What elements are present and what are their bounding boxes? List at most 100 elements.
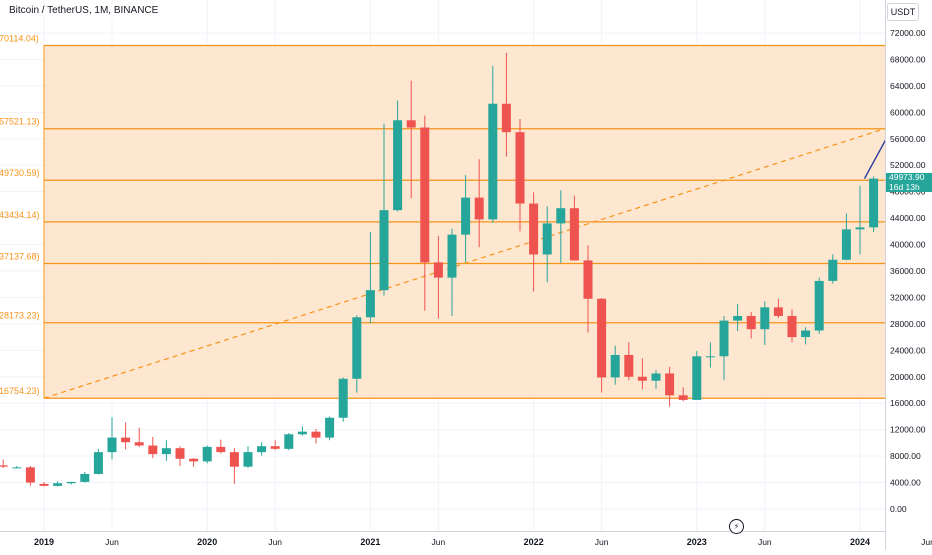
candle-body — [393, 120, 402, 210]
level-label: 70114.04) — [0, 33, 39, 43]
price-tick-label: 24000.00 — [890, 345, 926, 355]
candle-body — [488, 104, 497, 220]
candle-body — [216, 447, 225, 452]
price-tick-label: 4000.00 — [890, 478, 921, 488]
candle-body — [706, 356, 715, 357]
candle-body — [869, 179, 878, 228]
price-tick-label: 44000.00 — [890, 213, 926, 223]
candle-body — [121, 438, 130, 443]
price-tick-label: 28000.00 — [890, 319, 926, 329]
price-tick-label: 40000.00 — [890, 240, 926, 250]
candle-body — [733, 316, 742, 321]
time-tick-label: Jun — [921, 537, 932, 547]
candle-body — [815, 281, 824, 331]
candle-body — [26, 467, 35, 482]
candle-body — [325, 418, 334, 438]
candle-body — [556, 208, 565, 223]
candle-body — [584, 260, 593, 298]
candle-body — [774, 307, 783, 316]
time-tick-label: 2020 — [197, 537, 217, 547]
time-tick-label: Jun — [105, 537, 119, 547]
time-tick-label: Jun — [432, 537, 446, 547]
candle-body — [760, 307, 769, 329]
candle-body — [67, 482, 76, 483]
candle-body — [475, 198, 484, 220]
lightning-icon[interactable]: ⚡ — [729, 519, 744, 534]
last-price-tag: 49973.90 16d 13h — [886, 173, 932, 192]
candle-body — [339, 379, 348, 418]
candle-body — [801, 331, 810, 338]
price-tick-label: 68000.00 — [890, 54, 926, 64]
level-label: 43434.14) — [0, 210, 40, 220]
time-tick-label: 2021 — [360, 537, 380, 547]
candle-body — [665, 373, 674, 395]
candle-body — [176, 448, 185, 459]
time-tick-label: Jun — [595, 537, 609, 547]
bar-countdown: 16d 13h — [889, 183, 932, 193]
candle-body — [271, 446, 280, 449]
candle-body — [597, 299, 606, 378]
time-tick-label: 2019 — [34, 537, 54, 547]
candle-body — [692, 356, 701, 400]
time-tick-label: 2023 — [687, 537, 707, 547]
candle-body — [162, 448, 171, 454]
level-label: 16754.23) — [0, 386, 40, 396]
price-axis[interactable]: 72000.0068000.0064000.0060000.0056000.00… — [886, 0, 932, 550]
candle-body — [94, 452, 103, 474]
level-label: 49730.59) — [0, 168, 40, 178]
candle-body — [12, 467, 21, 468]
candle-body — [461, 198, 470, 235]
candle-body — [108, 438, 117, 453]
candle-body — [624, 355, 633, 377]
candle-body — [856, 227, 865, 229]
candle-body — [189, 459, 198, 462]
currency-button[interactable]: USDT — [887, 3, 919, 21]
candle-body — [842, 229, 851, 259]
candle-body — [638, 377, 647, 381]
candle-body — [529, 204, 538, 255]
candle-body — [80, 474, 89, 482]
price-tick-label: 64000.00 — [890, 81, 926, 91]
candle-body — [257, 446, 266, 452]
price-tick-label: 32000.00 — [890, 292, 926, 302]
candle-body — [380, 210, 389, 290]
candle-body — [352, 317, 361, 378]
price-tick-label: 52000.00 — [890, 160, 926, 170]
price-tick-label: 0.00 — [890, 504, 907, 514]
candle-body — [135, 442, 144, 445]
candle-body — [298, 432, 307, 435]
candle-body — [0, 465, 8, 466]
candle-body — [312, 432, 321, 438]
candle-body — [284, 434, 293, 449]
price-tick-label: 36000.00 — [890, 266, 926, 276]
candle-body — [244, 452, 253, 467]
level-label: 57521.13) — [0, 117, 40, 127]
time-tick-label: Jun — [758, 537, 772, 547]
symbol-title: Bitcoin / TetherUS, 1M, BINANCE — [6, 4, 161, 17]
candle-body — [679, 395, 688, 400]
price-tick-label: 60000.00 — [890, 107, 926, 117]
candle-body — [828, 260, 837, 281]
price-tick-label: 20000.00 — [890, 372, 926, 382]
candle-body — [502, 104, 511, 132]
candle-body — [448, 235, 457, 278]
candle-body — [420, 128, 429, 263]
candle-body — [230, 452, 239, 467]
candle-body — [203, 447, 212, 462]
time-tick-label: 2022 — [524, 537, 544, 547]
candle-body — [434, 262, 443, 277]
candle-body — [652, 373, 661, 380]
candle-body — [720, 321, 729, 357]
candle-body — [40, 484, 49, 486]
candle-body — [366, 290, 375, 317]
level-label: 28173.23) — [0, 311, 40, 321]
candle-body — [543, 223, 552, 254]
time-tick-label: 2024 — [850, 537, 870, 547]
price-tick-label: 16000.00 — [890, 398, 926, 408]
candle-body — [148, 446, 157, 455]
candle-body — [407, 120, 416, 127]
price-tick-label: 56000.00 — [890, 134, 926, 144]
